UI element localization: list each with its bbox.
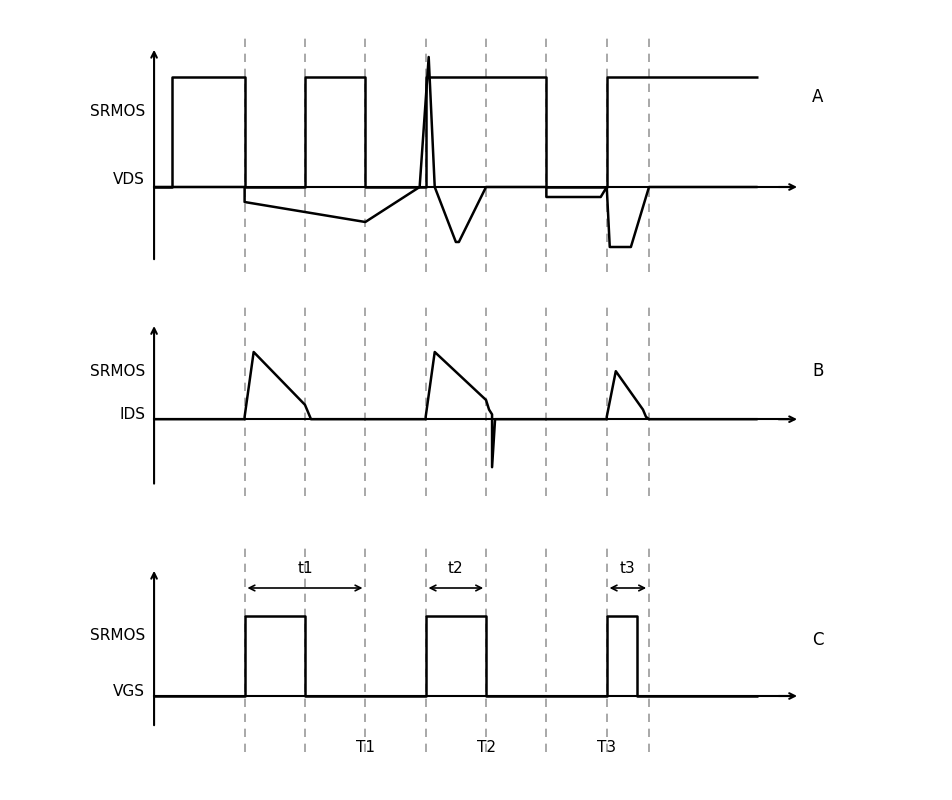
Text: IDS: IDS: [119, 407, 145, 422]
Text: SRMOS: SRMOS: [89, 105, 145, 119]
Text: C: C: [811, 631, 823, 649]
Text: SRMOS: SRMOS: [89, 629, 145, 643]
Text: t1: t1: [297, 561, 312, 576]
Text: VGS: VGS: [113, 685, 145, 699]
Text: T3: T3: [597, 740, 616, 755]
Text: t2: t2: [447, 561, 464, 576]
Text: T2: T2: [476, 740, 495, 755]
Text: A: A: [811, 88, 823, 106]
Text: T1: T1: [355, 740, 374, 755]
Text: t3: t3: [620, 561, 635, 576]
Text: VDS: VDS: [113, 172, 145, 187]
Text: SRMOS: SRMOS: [89, 364, 145, 378]
Text: B: B: [811, 362, 823, 380]
